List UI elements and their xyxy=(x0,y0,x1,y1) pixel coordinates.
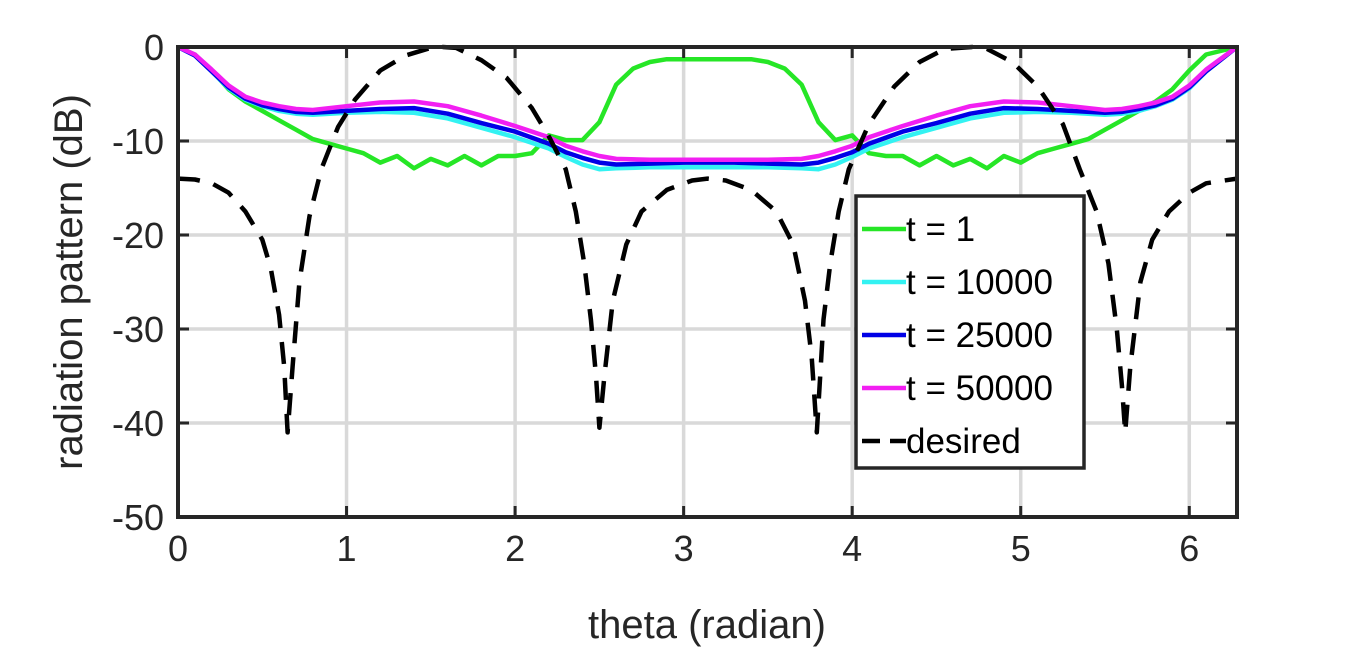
y-tick-label: -20 xyxy=(112,215,164,256)
y-tick-label: 0 xyxy=(144,27,164,68)
series-group xyxy=(176,44,1239,435)
series-line-t-1 xyxy=(177,44,1238,171)
legend-label: t = 50000 xyxy=(906,369,1053,408)
y-axis-label: radiation pattern (dB) xyxy=(47,94,91,470)
series-line-t-50000 xyxy=(177,44,1239,163)
x-tick-label: 3 xyxy=(674,528,694,569)
x-tick-label: 0 xyxy=(168,528,188,569)
legend-items: t = 1 t = 10000 t = 25000 t = 50000 desired xyxy=(862,210,1053,461)
x-tick-label: 4 xyxy=(842,528,862,569)
axis-ticks: 0 1 2 3 4 5 6 0 -10 -20 -30 -40 -50 xyxy=(112,27,1237,569)
plot-frame xyxy=(176,45,1239,519)
y-tick-label: -40 xyxy=(112,403,164,444)
x-tick-label: 5 xyxy=(1011,528,1031,569)
x-tick-label: 2 xyxy=(505,528,525,569)
x-axis-label: theta (radian) xyxy=(588,603,826,647)
x-tick-label: 1 xyxy=(337,528,357,569)
legend-label: desired xyxy=(906,422,1021,461)
y-tick-label: -10 xyxy=(112,121,164,162)
legend-label: t = 25000 xyxy=(906,316,1053,355)
y-tick-label: -30 xyxy=(112,309,164,350)
series-line-desired xyxy=(177,44,1238,435)
x-tick-label: 6 xyxy=(1179,528,1199,569)
legend-label: t = 1 xyxy=(906,210,975,249)
legend-label: t = 10000 xyxy=(906,263,1053,302)
legend: t = 1 t = 10000 t = 25000 t = 50000 desired xyxy=(854,194,1086,470)
y-tick-label: -50 xyxy=(112,497,164,538)
legend-box xyxy=(854,194,1086,470)
series-line-t-25000 xyxy=(176,44,1239,167)
